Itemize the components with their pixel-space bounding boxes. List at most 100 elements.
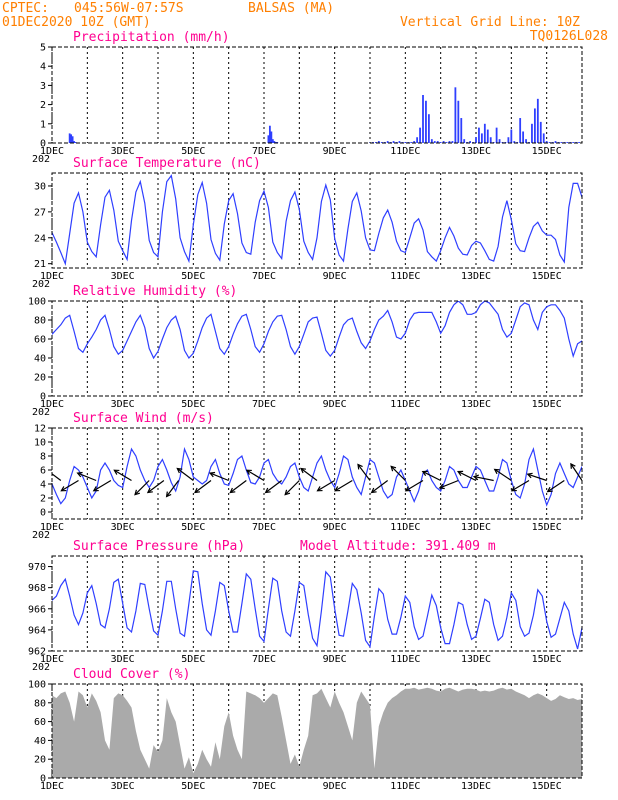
y-tick-label: 12 (34, 424, 46, 435)
precip-bar (525, 139, 527, 143)
wind-plot (52, 446, 582, 507)
x-tick-label: 15DEC (532, 399, 562, 410)
y-tick-label: 0 (40, 392, 46, 403)
x-tick-label: 5DEC (181, 781, 205, 792)
precip-bar (68, 133, 71, 143)
y-tick-label: 2 (40, 100, 46, 111)
precip-bar (270, 131, 273, 143)
y-tick-label: 6 (40, 466, 46, 477)
precip-bar (463, 139, 466, 143)
precip-bar (531, 123, 533, 143)
x-tick-label: 1DEC (40, 146, 64, 157)
x-tick-label: 3DEC (111, 399, 135, 410)
x-tick-label: 1DEC (40, 399, 64, 410)
wind-arrow-head (472, 474, 480, 481)
rh-line (52, 301, 582, 360)
precip-bar (545, 141, 548, 143)
wind-arrow-head (570, 462, 576, 469)
wind-arrow-head (60, 486, 67, 492)
x-tick-label: 13DEC (461, 522, 491, 533)
x-tick-label: 3DEC (111, 522, 135, 533)
precip-bar (489, 137, 492, 143)
y-tick-label: 0 (40, 508, 46, 519)
x-tick-label: 13DEC (461, 781, 491, 792)
y-tick-label: 24 (34, 233, 46, 244)
precip-bar (548, 142, 551, 143)
precip-bar (404, 142, 407, 143)
wind-arrow-head (546, 486, 553, 493)
precip-bar (433, 141, 436, 143)
y-tick-label: 100 (28, 680, 46, 691)
precip-bar (380, 142, 383, 143)
wind-arrow (511, 479, 530, 492)
wind-arrow (265, 480, 283, 493)
x-tick-label: 15DEC (532, 271, 562, 282)
panel-title: Surface Temperature (nC) (73, 156, 261, 171)
x-tick-label: 7DEC (252, 146, 276, 157)
y-tick-label: 80 (34, 698, 46, 709)
y-tick-label: 21 (34, 259, 46, 270)
panel-temp: Surface Temperature (nC) 21 24 27 30 1DEC 3DEC… (32, 156, 583, 290)
wind-arrow-head (113, 469, 120, 475)
precip-bar (398, 141, 401, 143)
wind-arrow-head (299, 467, 307, 474)
wind-arrow (176, 468, 194, 481)
x-year-label: 202 (32, 407, 50, 418)
y-tick-label: 5 (40, 43, 46, 54)
precip-bar (419, 127, 421, 143)
precip-bar (533, 108, 536, 143)
precip-bar (448, 141, 451, 143)
precip-bar (498, 139, 501, 143)
precip-bar (460, 118, 463, 143)
cloud-area (52, 687, 582, 778)
wind-arrow-head (404, 486, 411, 492)
x-tick-label: 11DEC (390, 654, 420, 665)
wind-arrow (317, 479, 335, 492)
wind-arrow (166, 480, 180, 497)
y-tick-label: 60 (34, 335, 46, 346)
x-tick-label: 11DEC (390, 399, 420, 410)
precip-bar (478, 127, 480, 143)
x-tick-label: 3DEC (111, 271, 135, 282)
y-tick-label: 40 (34, 354, 46, 365)
y-tick-label: 1 (40, 119, 46, 130)
y-tick-label: 40 (34, 736, 46, 747)
panel-title: Surface Wind (m/s) (73, 411, 214, 426)
wind-arrow (209, 472, 229, 482)
y-tick-label: 80 (34, 316, 46, 327)
x-year-label: 202 (32, 530, 50, 541)
precip-bar (377, 141, 380, 143)
x-tick-label: 9DEC (323, 781, 347, 792)
wind-arrow-head (176, 467, 183, 474)
precip-bar (542, 133, 545, 143)
x-tick-label: 9DEC (323, 522, 347, 533)
wind-arrow (494, 468, 512, 481)
precip-bar (413, 141, 416, 143)
y-tick-label: 8 (40, 452, 46, 463)
wind-arrow (439, 479, 459, 489)
model-altitude: Model Altitude: 391.409 m (300, 539, 496, 554)
wind-arrow-head (390, 465, 397, 472)
x-tick-label: 13DEC (461, 146, 491, 157)
precip-bar (572, 142, 575, 143)
x-tick-label: 3DEC (111, 146, 135, 157)
pres-line (52, 570, 582, 650)
x-tick-label: 9DEC (323, 146, 347, 157)
wind-arrow (61, 479, 79, 492)
wind-arrow (473, 475, 494, 482)
header-source: CPTEC: (2, 1, 49, 16)
x-tick-label: 13DEC (461, 654, 491, 665)
precip-bar (442, 141, 445, 143)
panel-wind: Surface Wind (m/s) 0 2 4 6 8 10 12 1DEC 3DEC 5DEC 7… (32, 411, 583, 541)
wind-arrow (284, 480, 300, 496)
wind-arrow (52, 473, 62, 481)
precip-bar (73, 141, 75, 143)
precip-bar (74, 142, 77, 143)
precip-bar (374, 142, 377, 143)
precip-bar (71, 136, 74, 143)
y-tick-label: 100 (28, 297, 46, 308)
x-tick-label: 5DEC (181, 654, 205, 665)
y-tick-label: 962 (28, 647, 46, 658)
header-coords: 045:56W-07:57S (74, 1, 184, 16)
